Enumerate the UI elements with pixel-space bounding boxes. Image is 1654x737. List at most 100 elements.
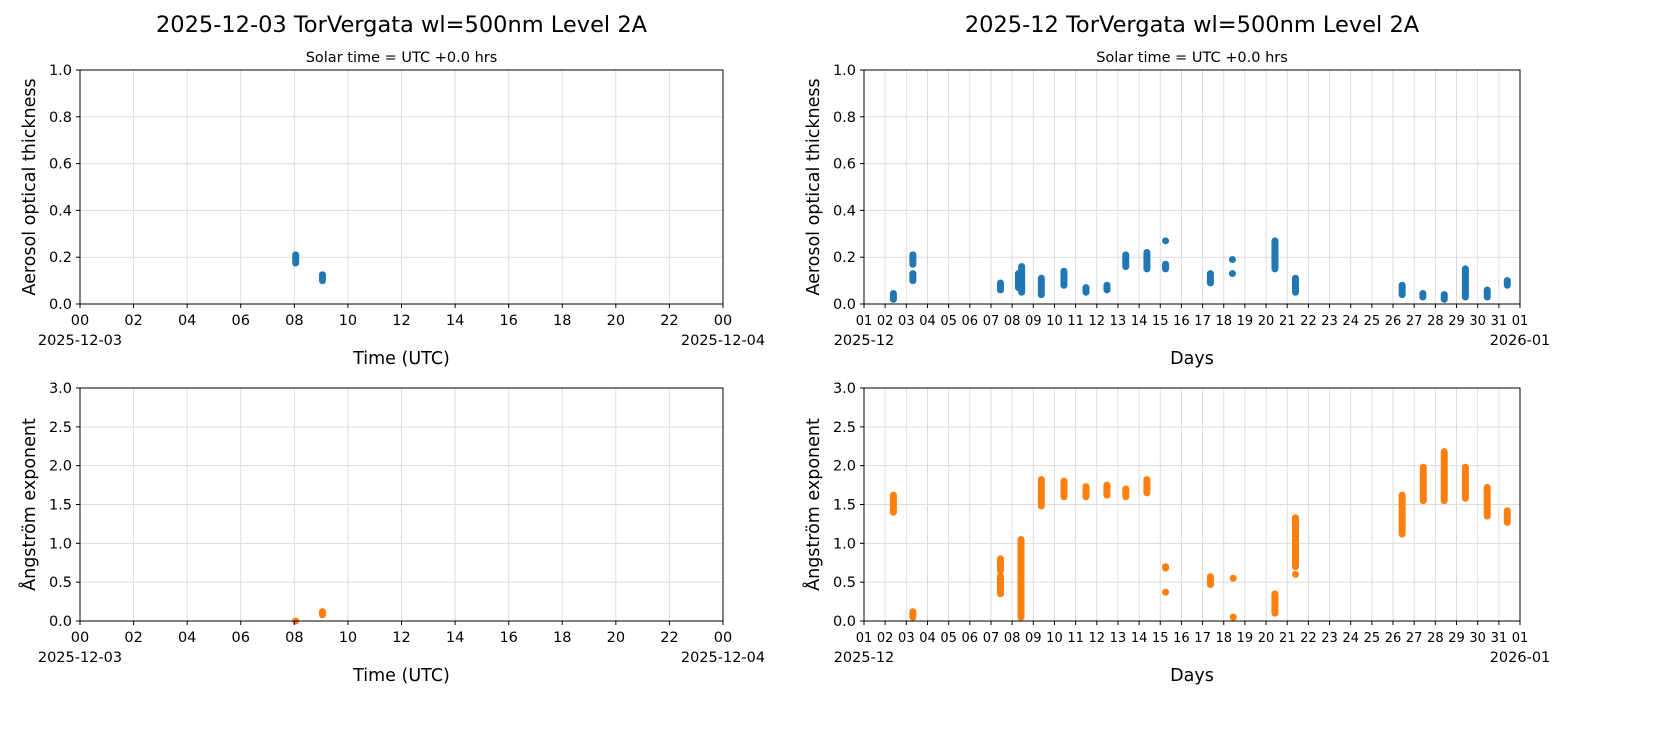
x-axis-label: Days: [1170, 349, 1214, 369]
start-date-label: 2025-12-03: [38, 333, 122, 349]
x-tick-label: 03: [898, 631, 915, 646]
x-tick-label: 02: [124, 630, 142, 646]
start-date-label: 2025-12: [834, 650, 895, 666]
y-tick-label: 0.5: [49, 575, 72, 591]
x-tick-label: 00: [71, 630, 89, 646]
x-tick-label: 22: [1300, 314, 1317, 329]
x-tick-label: 12: [392, 313, 410, 329]
x-tick-label: 24: [1342, 314, 1359, 329]
x-tick-label: 18: [553, 630, 571, 646]
x-tick-label: 11: [1067, 314, 1084, 329]
x-tick-label: 01: [856, 314, 873, 329]
y-tick-label: 0.0: [49, 614, 72, 630]
x-tick-label: 08: [285, 630, 303, 646]
x-tick-label: 00: [714, 313, 732, 329]
y-tick-label: 1.0: [49, 63, 72, 79]
y-tick-label: 0.5: [833, 575, 856, 591]
x-tick-label: 14: [1131, 631, 1148, 646]
chart-subtitle: Solar time = UTC +0.0 hrs: [1096, 50, 1288, 66]
x-tick-label: 21: [1279, 314, 1296, 329]
x-tick-label: 04: [178, 313, 196, 329]
x-tick-label: 06: [962, 631, 979, 646]
x-tick-label: 18: [553, 313, 571, 329]
end-date-label: 2025-12-04: [681, 333, 765, 349]
y-tick-label: 3.0: [49, 381, 72, 397]
x-tick-label: 28: [1427, 314, 1444, 329]
x-tick-label: 19: [1237, 314, 1254, 329]
y-tick-label: 0.2: [49, 250, 72, 266]
x-axis-label: Time (UTC): [352, 666, 450, 686]
x-tick-label: 23: [1321, 314, 1338, 329]
x-tick-label: 16: [499, 313, 517, 329]
x-tick-label: 29: [1448, 631, 1465, 646]
x-tick-label: 27: [1406, 631, 1423, 646]
x-tick-label: 00: [714, 630, 732, 646]
end-date-label: 2026-01: [1490, 650, 1551, 666]
x-tick-label: 24: [1342, 631, 1359, 646]
x-tick-label: 04: [919, 631, 936, 646]
x-tick-label: 22: [1300, 631, 1317, 646]
x-tick-label: 28: [1427, 631, 1444, 646]
y-tick-label: 0.4: [49, 203, 72, 219]
x-tick-label: 08: [285, 313, 303, 329]
y-tick-label: 1.5: [49, 498, 72, 514]
axes-frame: [863, 69, 1521, 305]
monthly-aot-panel: 01 02 03 04 05 06 07 08 09 10 11 12 13 14 15 16 17 18 19 20…: [804, 12, 1550, 369]
x-tick-label: 26: [1385, 631, 1402, 646]
chart-title: 2025-12 TorVergata wl=500nm Level 2A: [965, 12, 1420, 38]
x-tick-label: 14: [446, 313, 464, 329]
y-tick-label: 0.0: [833, 614, 856, 630]
end-date-label: 2025-12-04: [681, 650, 765, 666]
x-tick-label: 04: [178, 630, 196, 646]
x-tick-label: 13: [1110, 631, 1127, 646]
x-tick-label: 10: [339, 630, 357, 646]
x-tick-label: 20: [607, 630, 625, 646]
x-tick-label: 29: [1448, 314, 1465, 329]
x-tick-label: 09: [1025, 631, 1042, 646]
x-tick-label: 13: [1110, 314, 1127, 329]
y-tick-label: 3.0: [833, 381, 856, 397]
x-tick-label: 12: [1089, 631, 1106, 646]
x-tick-label: 03: [898, 314, 915, 329]
y-tick-label: 1.0: [49, 536, 72, 552]
x-tick-label: 30: [1469, 314, 1486, 329]
x-tick-label: 26: [1385, 314, 1402, 329]
start-date-label: 2025-12-03: [38, 650, 122, 666]
y-tick-label: 2.5: [49, 420, 72, 436]
y-tick-label: 2.0: [833, 459, 856, 475]
start-date-label: 2025-12: [834, 333, 895, 349]
y-tick-label: 2.0: [49, 459, 72, 475]
x-tick-label: 02: [124, 313, 142, 329]
x-tick-label: 12: [1089, 314, 1106, 329]
y-tick-label: 0.6: [49, 157, 72, 173]
x-tick-label: 11: [1067, 631, 1084, 646]
x-tick-label: 25: [1364, 631, 1381, 646]
y-tick-label: 0.6: [833, 157, 856, 173]
x-tick-label: 15: [1152, 631, 1169, 646]
x-tick-label: 31: [1491, 314, 1508, 329]
x-axis-label: Time (UTC): [352, 349, 450, 369]
x-tick-label: 02: [877, 314, 894, 329]
x-tick-label: 12: [392, 630, 410, 646]
x-tick-label: 31: [1491, 631, 1508, 646]
y-tick-label: 0.2: [833, 250, 856, 266]
x-tick-label: 01: [856, 631, 873, 646]
x-tick-label: 14: [1131, 314, 1148, 329]
x-tick-label: 30: [1469, 631, 1486, 646]
x-tick-label: 20: [1258, 631, 1275, 646]
x-tick-label: 19: [1237, 631, 1254, 646]
x-tick-label: 06: [962, 314, 979, 329]
x-tick-label: 00: [71, 313, 89, 329]
x-tick-label: 10: [1046, 314, 1063, 329]
end-date-label: 2026-01: [1490, 333, 1551, 349]
y-axis-label: Aerosol optical thickness: [20, 78, 40, 295]
x-tick-label: 27: [1406, 314, 1423, 329]
y-tick-label: 1.0: [833, 63, 856, 79]
y-axis-label: Ångström exponent: [18, 418, 40, 591]
x-tick-label: 06: [232, 313, 250, 329]
x-tick-label: 05: [940, 314, 957, 329]
x-tick-label: 16: [1173, 631, 1190, 646]
chart-title: 2025-12-03 TorVergata wl=500nm Level 2A: [156, 12, 648, 38]
y-tick-label: 0.8: [49, 110, 72, 126]
